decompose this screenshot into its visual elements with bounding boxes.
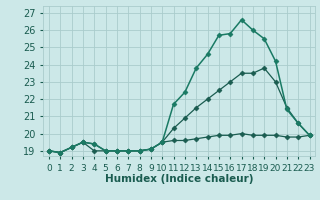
X-axis label: Humidex (Indice chaleur): Humidex (Indice chaleur): [105, 174, 253, 184]
